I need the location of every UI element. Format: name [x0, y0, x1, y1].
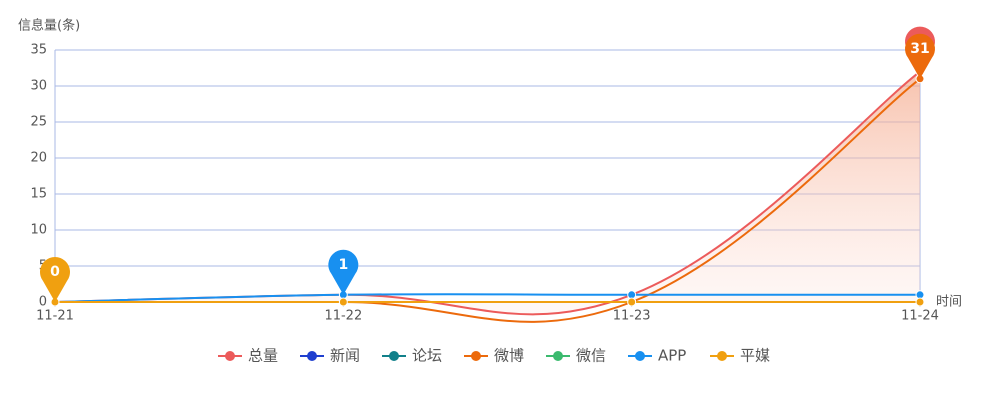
pin-label: 31 [910, 41, 929, 57]
x-tick-label: 11-23 [613, 309, 651, 324]
point [915, 297, 925, 307]
y-tick-label: 25 [30, 115, 47, 130]
y-tick-label: 0 [39, 295, 47, 310]
y-axis-label: 信息量(条) [18, 18, 80, 34]
point [338, 297, 348, 307]
pin-shape [905, 33, 936, 79]
legend-label: 微信 [576, 347, 606, 365]
line [54, 293, 920, 303]
y-tick-label: 10 [30, 223, 47, 238]
y-tick-label: 30 [30, 79, 47, 94]
point [627, 297, 637, 307]
legend-icon-dot [307, 351, 317, 361]
legend-label: 新闻 [330, 347, 360, 365]
pin: 1 [328, 249, 359, 295]
legend-icon-dot [471, 351, 481, 361]
y-tick-label: 35 [30, 43, 47, 58]
pin-label: 1 [338, 257, 348, 273]
legend-icon-dot [553, 351, 563, 361]
x-tick-label: 11-24 [901, 309, 939, 324]
area [55, 71, 920, 315]
legend-icon-dot [225, 351, 235, 361]
x-axis-label: 时间 [936, 295, 962, 310]
pin-label: 0 [50, 264, 60, 280]
legend-label: 总量 [248, 347, 278, 365]
y-tick-label: 15 [30, 187, 47, 202]
y-tick-label: 20 [30, 151, 47, 166]
legend-icon-dot [717, 351, 727, 361]
pin: 0 [40, 257, 70, 302]
legend-label: 论坛 [412, 347, 442, 365]
legend-label: 微博 [494, 347, 524, 365]
legend-label: 平媒 [740, 347, 770, 365]
pin: 31 [905, 33, 936, 79]
pin-shape [40, 257, 70, 302]
x-tick-label: 11-21 [36, 309, 74, 324]
legend-label: APP [658, 347, 686, 365]
legend-icon-dot [389, 351, 399, 361]
pin-shape [328, 249, 359, 295]
legend-icon-dot [635, 351, 645, 361]
x-tick-label: 11-22 [324, 309, 362, 324]
